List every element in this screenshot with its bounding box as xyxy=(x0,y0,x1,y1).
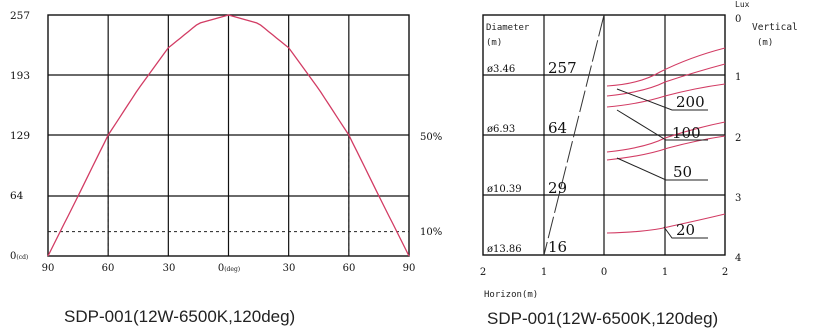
diameter-value: ø3.46 xyxy=(487,64,515,75)
horizon-tick: 1 xyxy=(662,267,668,278)
y-unit: (cd) xyxy=(16,254,28,261)
center-lux-value: 257 xyxy=(548,59,577,77)
illuminance-grid xyxy=(483,15,725,255)
center-lux-value: 16 xyxy=(548,238,567,256)
contour-leaders xyxy=(616,88,708,239)
isolux-curve xyxy=(606,213,726,234)
intensity-grid xyxy=(48,15,409,256)
diameter-value: ø10.39 xyxy=(487,184,522,195)
leader-line xyxy=(663,226,708,239)
contour-label: 200 xyxy=(676,93,705,111)
left-chart-caption: SDP-001(12W-6500K,120deg) xyxy=(64,307,295,326)
right-chart-caption: SDP-001(12W-6500K,120deg) xyxy=(487,309,718,328)
diameter-label: Diameter xyxy=(486,23,530,33)
y-tick-label: 0(cd) xyxy=(10,251,28,262)
horizon-tick: 2 xyxy=(480,267,486,278)
horizon-tick: 1 xyxy=(541,267,547,278)
x-center-unit: (deg) xyxy=(224,266,240,273)
beam-edge-line xyxy=(543,14,605,256)
x-tick-label: 30 xyxy=(283,263,296,274)
isolux-curve xyxy=(606,121,726,153)
x-tick-label: 90 xyxy=(42,263,55,274)
leader-line xyxy=(616,109,708,141)
vertical-unit: (m) xyxy=(757,38,773,48)
illuminance-diagram: 200 100 50 20 Diameter (m) ø3.46 ø6.93 ø… xyxy=(480,0,798,328)
vertical-tick: 2 xyxy=(735,133,741,144)
y-tick-label: 129 xyxy=(10,130,30,142)
diameter-value: ø13.86 xyxy=(487,244,522,255)
y-tick-label: 193 xyxy=(10,70,30,82)
y-tick-label: 64 xyxy=(10,190,24,202)
contour-label: 50 xyxy=(673,163,692,181)
horizon-tick: 0 xyxy=(601,267,607,278)
x-tick-label: 60 xyxy=(102,263,115,274)
x-tick-label: 60 xyxy=(343,263,356,274)
intensity-curve xyxy=(47,14,410,257)
vertical-tick: 4 xyxy=(735,253,741,264)
intensity-reference-lines xyxy=(48,135,409,256)
lux-label: Lux xyxy=(735,0,750,9)
diameter-unit: (m) xyxy=(486,38,502,48)
x-tick-label: 0(deg) xyxy=(218,263,240,274)
center-lux-value: 64 xyxy=(548,119,567,137)
diameter-value: ø6.93 xyxy=(487,124,515,135)
vertical-tick: 3 xyxy=(735,193,741,204)
horizon-label: Horizon(m) xyxy=(484,290,538,300)
contour-label: 20 xyxy=(676,221,695,239)
contour-label: 100 xyxy=(672,124,701,142)
vertical-label: Vertical xyxy=(752,22,798,33)
vertical-tick: 1 xyxy=(735,72,741,83)
leader-line xyxy=(616,88,708,111)
x-tick-label: 30 xyxy=(163,263,176,274)
center-lux-value: 29 xyxy=(548,179,567,197)
x-tick-label: 90 xyxy=(403,263,416,274)
leader-line xyxy=(616,157,708,181)
ref-label-10: 10% xyxy=(420,227,442,238)
y-tick-label: 257 xyxy=(10,10,30,22)
vertical-tick: 0 xyxy=(735,14,741,25)
horizon-tick: 2 xyxy=(722,267,728,278)
isolux-curve xyxy=(606,83,726,108)
isolux-curve xyxy=(606,47,726,87)
ref-label-50: 50% xyxy=(420,132,442,143)
intensity-chart: 257 193 129 64 0(cd) 90 60 30 0(deg) 30 … xyxy=(10,10,442,326)
isolux-curve xyxy=(606,135,726,161)
